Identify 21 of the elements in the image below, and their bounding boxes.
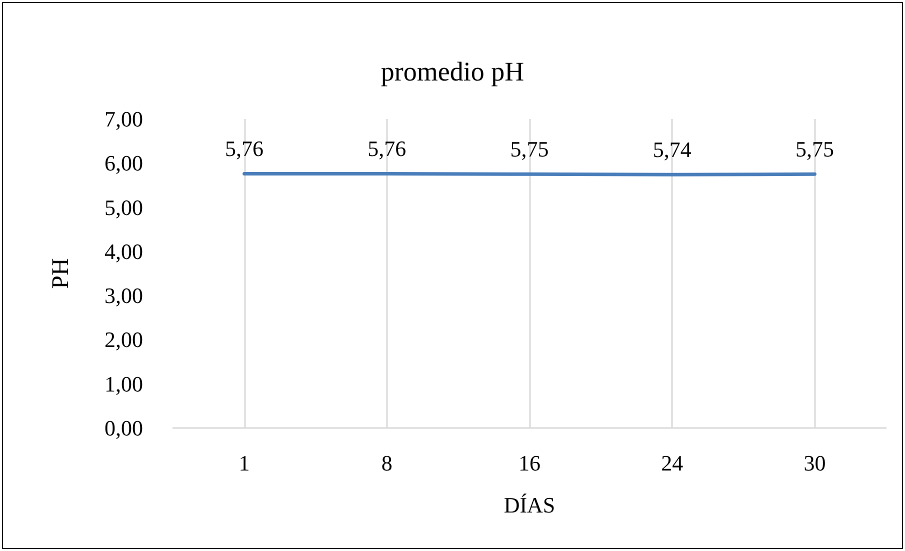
y-tick-label: 6,00 xyxy=(104,150,143,176)
data-label: 5,76 xyxy=(368,136,406,162)
x-tick-label: 16 xyxy=(518,450,540,476)
x-axis-title: DÍAS xyxy=(504,492,556,518)
x-tick-label: 24 xyxy=(661,450,684,476)
y-tick-label: 3,00 xyxy=(104,283,143,308)
y-tick-label: 4,00 xyxy=(104,238,143,264)
data-label: 5,75 xyxy=(795,136,834,162)
y-tick-label: 7,00 xyxy=(104,106,143,132)
x-tick-label: 8 xyxy=(381,450,392,476)
y-axis-title: PH xyxy=(48,258,74,289)
y-tick-label: 5,00 xyxy=(104,194,143,220)
y-tick-label: 1,00 xyxy=(104,371,143,396)
y-tick-label: 0,00 xyxy=(104,416,143,440)
x-tick-label: 30 xyxy=(804,450,826,476)
data-label: 5,76 xyxy=(225,136,264,162)
x-tick-label: 1 xyxy=(238,450,250,476)
chart-title: promedio pH xyxy=(380,56,524,86)
y-tick-label: 2,00 xyxy=(104,327,143,352)
data-label: 5,75 xyxy=(510,136,549,162)
data-label: 5,74 xyxy=(652,137,692,162)
